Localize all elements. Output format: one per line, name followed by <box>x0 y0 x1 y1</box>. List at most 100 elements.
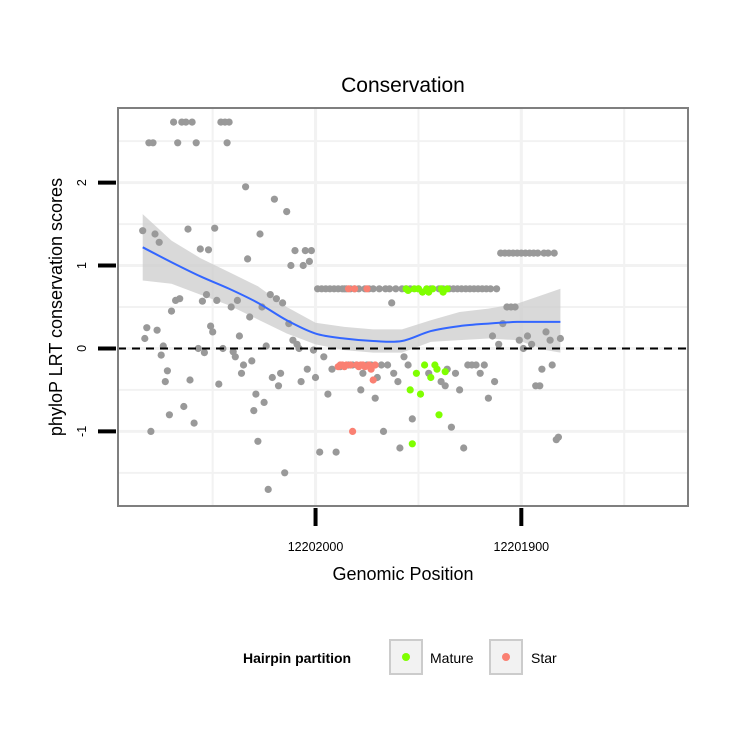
smooth-line <box>142 246 561 343</box>
point-other <box>536 382 544 390</box>
x-tick-label: 12202000 <box>288 540 344 554</box>
confidence-band <box>142 214 561 353</box>
point-other <box>447 423 455 431</box>
point-star <box>344 285 353 293</box>
point-other <box>202 291 211 299</box>
point-other <box>231 353 239 361</box>
point-other <box>184 225 192 233</box>
point-other <box>196 245 204 253</box>
point-other <box>279 299 287 307</box>
point-other <box>394 378 402 386</box>
point-other <box>204 246 213 254</box>
point-other <box>233 296 241 304</box>
point-other <box>270 195 278 203</box>
legend-label-star: Star <box>531 650 557 666</box>
point-other <box>209 328 217 336</box>
point-other <box>246 313 254 321</box>
point-other <box>192 139 200 147</box>
plot-border <box>117 107 689 507</box>
point-other <box>287 261 295 270</box>
point-other <box>139 227 147 235</box>
point-other <box>254 437 262 445</box>
point-other <box>165 411 173 419</box>
point-other <box>357 386 365 394</box>
point-other <box>484 394 492 402</box>
point-other <box>151 230 159 238</box>
point-other <box>147 427 155 435</box>
point-other <box>390 369 398 377</box>
point-other <box>225 118 233 126</box>
point-other <box>149 139 157 147</box>
point-other <box>248 357 256 365</box>
point-other <box>153 326 161 334</box>
y-tick-label: 2 <box>75 179 89 186</box>
point-mature <box>416 390 425 398</box>
point-other <box>548 361 556 369</box>
point-other <box>213 296 221 304</box>
point-other <box>215 380 223 388</box>
point-other <box>451 369 460 377</box>
point-other <box>211 224 219 232</box>
point-other <box>441 382 449 390</box>
point-other <box>242 183 250 191</box>
point-other <box>519 344 528 353</box>
point-mature <box>404 286 412 294</box>
point-other <box>384 361 392 369</box>
point-other <box>235 332 243 340</box>
point-other <box>167 307 176 315</box>
point-star <box>349 427 357 435</box>
point-other <box>400 353 408 361</box>
point-other <box>311 373 320 382</box>
point-other <box>161 378 169 386</box>
point-other <box>472 361 480 369</box>
x-axis-title: Genomic Position <box>332 564 473 584</box>
point-other <box>388 299 396 307</box>
point-other <box>386 285 394 293</box>
point-other <box>332 448 340 456</box>
point-other <box>396 444 404 452</box>
point-other <box>297 378 305 386</box>
point-other <box>488 332 497 340</box>
point-other <box>486 285 495 293</box>
point-other <box>480 361 488 369</box>
point-other <box>554 433 563 441</box>
point-other <box>281 469 289 477</box>
data-points <box>139 118 565 493</box>
point-other <box>252 390 260 398</box>
y-tick-label: -1 <box>75 426 89 437</box>
point-other <box>301 247 309 255</box>
point-other <box>534 249 542 257</box>
point-other <box>544 249 552 257</box>
point-other <box>538 365 546 373</box>
point-other <box>460 444 468 452</box>
point-other <box>495 340 503 348</box>
legend-marker-mature <box>402 653 410 661</box>
point-other <box>174 139 182 147</box>
legend-label-mature: Mature <box>430 650 474 666</box>
point-other <box>180 402 188 411</box>
point-other <box>264 485 272 493</box>
point-star <box>351 285 359 293</box>
point-other <box>546 336 554 344</box>
point-star <box>363 285 371 293</box>
point-other <box>392 285 400 293</box>
point-other <box>170 118 178 126</box>
x-tick-label: 12201900 <box>494 540 550 554</box>
point-other <box>493 285 501 293</box>
point-other <box>511 303 519 311</box>
point-other <box>295 344 303 353</box>
point-other <box>176 295 184 303</box>
point-other <box>377 361 385 369</box>
point-other <box>369 285 377 293</box>
point-mature <box>429 285 437 293</box>
point-mature <box>427 373 435 382</box>
point-other <box>239 361 248 369</box>
point-other <box>200 349 208 357</box>
point-other <box>375 285 383 293</box>
point-other <box>283 208 291 216</box>
point-other <box>371 394 379 402</box>
y-tick-label: 1 <box>75 262 89 269</box>
point-other <box>491 378 499 386</box>
legend-marker-star <box>502 653 510 661</box>
point-other <box>528 340 536 348</box>
